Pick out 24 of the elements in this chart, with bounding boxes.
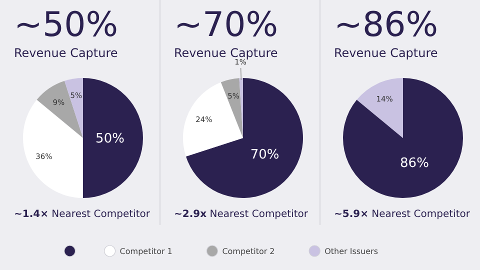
text: ~1.4× Nearest Competitor	[14, 209, 151, 220]
chart-title: ~50%	[14, 5, 118, 45]
pie-slice	[23, 100, 83, 198]
chart-subtitle: Revenue Capture	[14, 46, 118, 60]
chart-subtitle: Revenue Capture	[334, 46, 438, 60]
pie-slice	[356, 78, 403, 138]
pie-slice	[220, 78, 243, 138]
chart-title: ~86%	[334, 5, 438, 45]
text: ~5.9× Nearest Competitor	[334, 209, 471, 220]
pie-slice	[36, 80, 83, 138]
pie-slice	[83, 78, 143, 198]
data-label: 86%	[400, 156, 429, 171]
pie-slice	[64, 78, 83, 138]
chart-title: ~70%	[174, 5, 278, 45]
legend-label: Competitor 1	[120, 246, 172, 256]
data-label: 50%	[96, 132, 124, 147]
chart-subtitle: Revenue Capture	[174, 46, 278, 60]
data-label: 70%	[250, 147, 280, 162]
pie-slice	[186, 78, 303, 198]
text: ~2.9x Nearest Competitor	[174, 209, 309, 220]
legend-label: Other Issuers	[324, 246, 378, 256]
pie-slice	[183, 82, 243, 157]
legend-label: Competitor 2	[222, 246, 275, 256]
pie-slice	[343, 78, 463, 198]
